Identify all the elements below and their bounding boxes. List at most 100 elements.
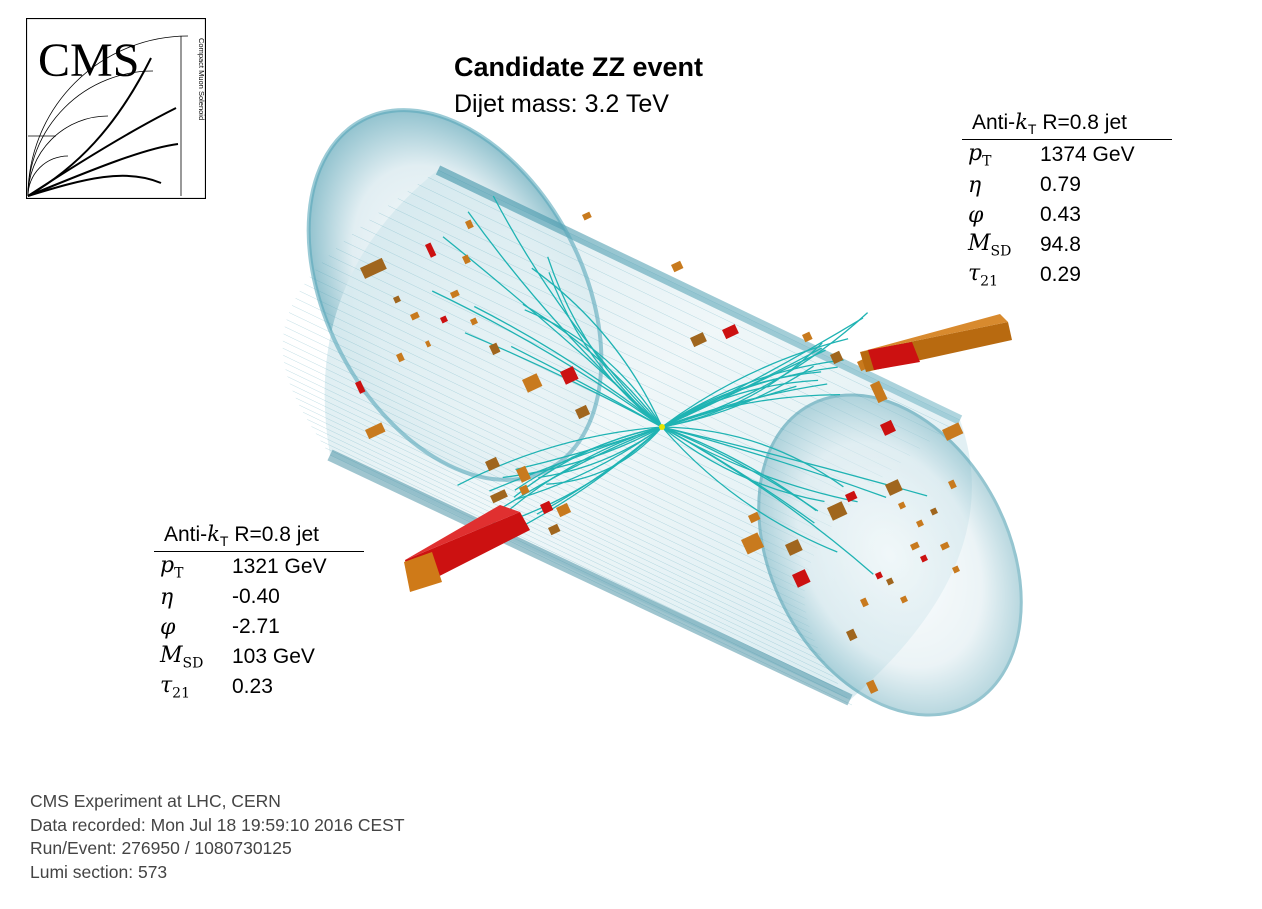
jet-value: 1321 GeV bbox=[232, 555, 327, 579]
calo-cell bbox=[875, 571, 883, 580]
event-footer: CMS Experiment at LHC, CERN Data recorde… bbox=[30, 790, 405, 884]
logo-text: CMS bbox=[38, 34, 139, 87]
calo-cell bbox=[490, 489, 508, 504]
jet-value: 0.23 bbox=[232, 675, 273, 699]
calo-cell bbox=[916, 519, 924, 528]
calo-cell bbox=[396, 352, 405, 363]
track bbox=[661, 371, 822, 428]
calo-cell bbox=[929, 507, 938, 516]
track bbox=[467, 211, 663, 428]
track bbox=[661, 426, 819, 512]
calo-cell bbox=[899, 595, 908, 604]
calo-cell bbox=[575, 404, 591, 420]
detector-barrel bbox=[282, 108, 1023, 717]
calo-cell bbox=[940, 541, 950, 551]
calo-cell bbox=[449, 289, 460, 299]
calo-cell bbox=[410, 311, 420, 321]
track bbox=[661, 426, 874, 575]
calo-cell bbox=[722, 324, 739, 340]
calo-cell bbox=[827, 501, 848, 521]
calo-cell bbox=[425, 340, 432, 348]
jet-row-tau21: τ21 0.23 bbox=[160, 672, 327, 702]
calo-cell bbox=[540, 500, 554, 515]
track bbox=[661, 426, 838, 553]
jet-value: 1374 GeV bbox=[1040, 143, 1135, 167]
jet-row-eta: η -0.40 bbox=[160, 582, 327, 612]
calo-cell bbox=[919, 554, 928, 563]
calo-cell bbox=[515, 465, 531, 483]
calo-cell bbox=[785, 539, 803, 556]
calo-cell bbox=[845, 490, 858, 503]
jet-header: Anti-kT R=0.8 jet bbox=[962, 110, 1172, 141]
track bbox=[457, 426, 663, 486]
jet-value: 103 GeV bbox=[232, 645, 315, 669]
track bbox=[522, 303, 663, 428]
calo-cell bbox=[942, 422, 964, 441]
calo-cell bbox=[897, 501, 906, 510]
footer-lumi: Lumi section: 573 bbox=[30, 861, 168, 882]
track bbox=[474, 305, 663, 428]
jet-tower-upper-right bbox=[860, 314, 1012, 372]
event-title: Candidate ZZ event bbox=[454, 52, 704, 82]
footer-run-event: Run/Event: 276950 / 1080730125 bbox=[30, 838, 292, 858]
jet-value: 0.79 bbox=[1040, 173, 1081, 197]
jet-value: -0.40 bbox=[232, 585, 280, 609]
calo-cell bbox=[880, 419, 896, 436]
track bbox=[524, 309, 663, 428]
jet-info-box-2: Anti-kT R=0.8 jet pT 1321 GeV η -0.40 φ -2.… bbox=[154, 522, 364, 702]
jet-value: 94.8 bbox=[1040, 233, 1081, 257]
calo-cell bbox=[559, 366, 579, 385]
jet-row-msd: MSD 94.8 bbox=[968, 230, 1135, 260]
track bbox=[661, 317, 864, 428]
calo-cell bbox=[741, 532, 765, 555]
jet-row-pt: pT 1374 GeV bbox=[968, 140, 1135, 170]
calo-cell bbox=[690, 332, 707, 348]
jet-row-phi: φ 0.43 bbox=[968, 200, 1135, 230]
jet-info-box-1: Anti-kT R=0.8 jet pT 1374 GeV η 0.79 φ 0.43… bbox=[962, 110, 1172, 290]
track bbox=[489, 426, 663, 492]
track bbox=[661, 342, 823, 428]
jet-row-eta: η 0.79 bbox=[968, 170, 1135, 200]
barrel-bottom-edge bbox=[327, 449, 853, 706]
calo-cell bbox=[802, 331, 813, 343]
track bbox=[492, 195, 663, 428]
calo-cell bbox=[354, 380, 366, 394]
jet-value: -2.71 bbox=[232, 615, 280, 639]
track bbox=[513, 426, 663, 498]
calo-cell bbox=[439, 315, 448, 324]
calo-cell bbox=[365, 422, 386, 440]
jet-row-phi: φ -2.71 bbox=[160, 612, 327, 642]
calo-cell bbox=[885, 479, 903, 496]
track bbox=[661, 347, 823, 428]
calo-cell bbox=[748, 511, 761, 524]
calo-cell bbox=[424, 242, 437, 258]
calorimeter-deposits bbox=[354, 211, 964, 694]
calo-cell bbox=[671, 260, 684, 273]
jet-tower-lower-left bbox=[404, 505, 530, 592]
jet-table: pT 1374 GeV η 0.79 φ 0.43 MSD 94.8 τ21 0.29 bbox=[968, 140, 1135, 290]
track bbox=[536, 426, 663, 515]
barrel-top-edge bbox=[435, 165, 963, 425]
endcap-right bbox=[757, 393, 1023, 717]
calo-cell bbox=[910, 541, 920, 551]
calo-cell bbox=[792, 569, 811, 588]
track bbox=[494, 426, 663, 514]
logo-side-text: Compact Muon Solenoid bbox=[197, 38, 206, 120]
track bbox=[514, 426, 663, 501]
track bbox=[661, 312, 869, 428]
calo-cell bbox=[952, 565, 960, 574]
primary-vertex bbox=[659, 424, 665, 430]
track bbox=[661, 338, 849, 428]
track bbox=[531, 267, 663, 428]
calo-cell bbox=[885, 577, 894, 586]
track bbox=[548, 272, 663, 428]
track bbox=[661, 426, 825, 503]
track bbox=[661, 383, 828, 428]
track bbox=[661, 426, 887, 499]
jet-value: 0.29 bbox=[1040, 263, 1081, 287]
jet-header: Anti-kT R=0.8 jet bbox=[154, 522, 364, 553]
calo-cell bbox=[860, 597, 869, 608]
calo-cell bbox=[462, 254, 471, 265]
calo-cell bbox=[489, 342, 501, 356]
